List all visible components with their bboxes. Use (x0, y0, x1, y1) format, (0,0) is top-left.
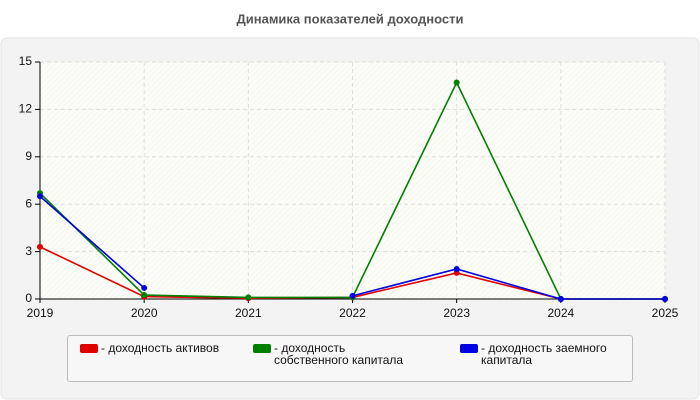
y-tick-label: 9 (25, 149, 32, 163)
legend-label: - доходность заемного капитала (481, 341, 607, 367)
x-tick-label: 2020 (131, 306, 158, 320)
series-line (39, 195, 665, 300)
x-tick-label: 2021 (235, 306, 262, 320)
legend-label: - доходность собственного капитала (274, 341, 404, 367)
point (37, 193, 43, 200)
x-tick-label: 2019 (27, 306, 54, 320)
legend-swatch (253, 344, 271, 353)
point (453, 79, 460, 86)
x-tick-label: 2025 (652, 306, 679, 320)
y-tick-label: 3 (25, 244, 32, 258)
point (245, 294, 252, 301)
x-tick-label: 2024 (547, 306, 574, 320)
legend-item: - доходность заемного капитала (460, 342, 630, 366)
point (349, 292, 356, 299)
point (557, 296, 564, 302)
point (141, 284, 148, 291)
legend-swatch (80, 344, 98, 353)
point (37, 243, 43, 250)
legend-item: - доходность активов (80, 342, 250, 354)
legend-swatch (460, 344, 478, 353)
y-tick-label: 6 (25, 196, 32, 210)
y-tick-label: 15 (19, 54, 33, 68)
x-tick-label: 2023 (443, 306, 470, 320)
y-tick-label: 0 (25, 291, 32, 305)
chart-title: Динамика показателей доходности (236, 11, 463, 26)
x-tick-label: 2022 (339, 306, 366, 320)
point (453, 265, 460, 272)
legend-item: - доходность собственного капитала (253, 342, 423, 366)
point (141, 292, 148, 299)
y-tick-label: 12 (19, 102, 33, 116)
legend: - доходность активов - доходность собстве… (67, 335, 633, 382)
legend-label: - доходность активов (101, 341, 220, 355)
point (662, 296, 668, 302)
